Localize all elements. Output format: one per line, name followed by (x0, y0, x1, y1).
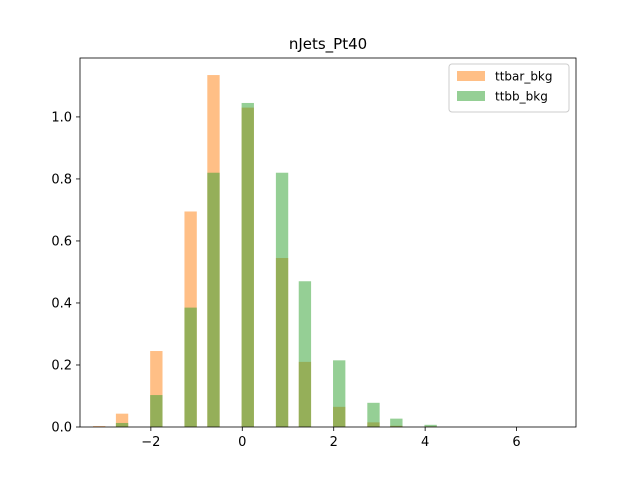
y-tick-label: 0.8 (51, 172, 72, 187)
bar-ttbb-bkg-10 (390, 418, 403, 427)
bar-ttbar-bkg-0 (93, 426, 106, 427)
bar-ttbb-bkg-8 (333, 360, 346, 427)
y-tick-label: 0.4 (51, 296, 72, 311)
bar-ttbb-bkg-1 (115, 422, 129, 427)
y-tick-label: 1.0 (51, 110, 72, 125)
x-tick-label: 2 (330, 435, 338, 450)
chart-title: nJets_Pt40 (289, 35, 367, 54)
x-tick-label: 0 (238, 435, 246, 450)
legend-label-ttbar-bkg: ttbar_bkg (495, 70, 553, 84)
legend-swatch-ttbar-bkg (457, 71, 485, 81)
bar-ttbb-bkg-9 (367, 402, 380, 427)
x-tick-label: 6 (512, 435, 520, 450)
x-tick-label: 4 (421, 435, 429, 450)
plot-frame (79, 57, 577, 428)
x-tick-label: −2 (141, 435, 160, 450)
y-tick-label: 0.6 (51, 234, 72, 249)
bar-ttbb-bkg-7 (298, 281, 312, 427)
bar-ttbb-bkg-6 (275, 172, 289, 427)
bar-ttbb-bkg-11 (424, 424, 437, 427)
axes-layer: −2 0 2 4 6 0.0 0.2 0.4 0.6 0.8 1.0 (51, 57, 577, 450)
legend: ttbar_bkg ttbb_bkg (448, 63, 570, 113)
bar-ttbb-bkg-3 (184, 307, 197, 427)
y-tick-label: 0.2 (51, 358, 72, 373)
legend-swatch-ttbb-bkg (457, 91, 485, 101)
bar-ttbb-bkg-4 (207, 172, 220, 427)
y-tick-label: 0.0 (51, 421, 72, 436)
bar-ttbb-bkg-2 (150, 395, 163, 427)
legend-label-ttbb-bkg: ttbb_bkg (495, 90, 548, 104)
bars-layer (93, 75, 437, 428)
bar-ttbb-bkg-5 (241, 102, 254, 428)
